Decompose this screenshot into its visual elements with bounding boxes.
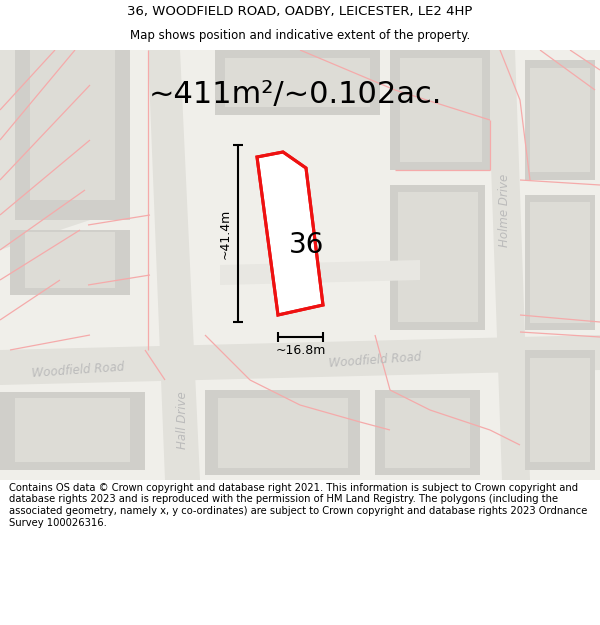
Polygon shape [525,195,595,330]
Text: Map shows position and indicative extent of the property.: Map shows position and indicative extent… [130,29,470,42]
Polygon shape [385,398,470,468]
Text: Woodfield Road: Woodfield Road [31,360,125,380]
Text: ~41.4m: ~41.4m [218,208,232,259]
Text: Woodfield Road: Woodfield Road [328,350,422,370]
Polygon shape [390,185,485,330]
Polygon shape [148,50,200,480]
Text: Contains OS data © Crown copyright and database right 2021. This information is : Contains OS data © Crown copyright and d… [9,483,587,528]
Polygon shape [400,58,482,162]
Polygon shape [215,50,380,115]
Polygon shape [225,58,370,107]
Polygon shape [530,68,590,172]
Text: 36, WOODFIELD ROAD, OADBY, LEICESTER, LE2 4HP: 36, WOODFIELD ROAD, OADBY, LEICESTER, LE… [127,4,473,18]
Polygon shape [390,50,490,170]
Polygon shape [15,398,130,462]
Polygon shape [398,192,478,322]
Polygon shape [15,50,130,220]
Polygon shape [375,390,480,475]
Polygon shape [0,50,600,480]
Polygon shape [0,50,90,250]
Text: Holme Drive: Holme Drive [497,173,511,247]
Polygon shape [487,50,530,480]
Polygon shape [205,390,360,475]
Text: 36: 36 [289,231,325,259]
Text: Hall Drive: Hall Drive [176,391,190,449]
Polygon shape [0,335,600,385]
Polygon shape [525,60,595,180]
Text: ~411m²/~0.102ac.: ~411m²/~0.102ac. [148,81,442,109]
Text: ~16.8m: ~16.8m [275,344,326,357]
Polygon shape [10,230,130,295]
Polygon shape [257,152,323,315]
Polygon shape [0,392,145,470]
Polygon shape [30,50,115,200]
Polygon shape [530,202,590,323]
Polygon shape [525,350,595,470]
Polygon shape [25,232,115,288]
Polygon shape [220,260,420,285]
Polygon shape [218,398,348,468]
Polygon shape [530,358,590,462]
